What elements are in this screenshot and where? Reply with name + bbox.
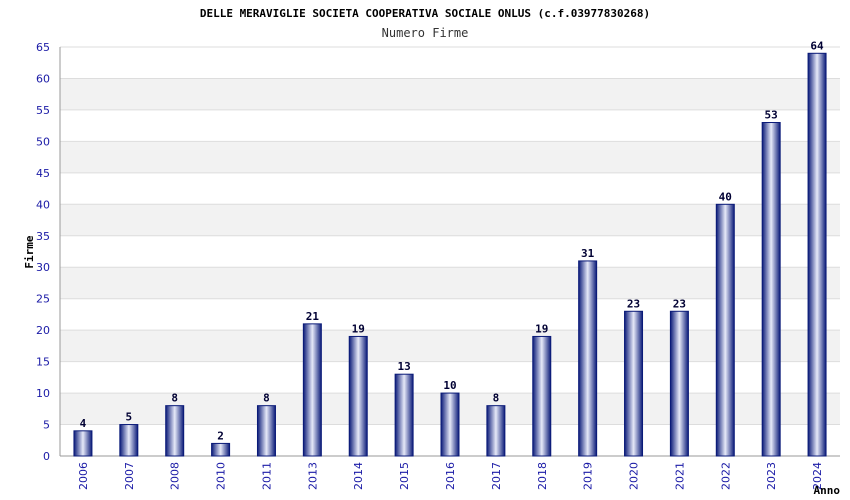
- x-tick-label-2016: 2016: [444, 462, 457, 490]
- y-tick-label: 35: [36, 230, 50, 243]
- y-tick-label: 10: [36, 387, 50, 400]
- bar-2008: [165, 405, 185, 457]
- x-tick-label-2014: 2014: [352, 462, 365, 490]
- bar-2023: [761, 122, 781, 457]
- value-label-2013: 21: [306, 310, 320, 323]
- value-label-2018: 19: [535, 322, 548, 335]
- bar-2016: [440, 392, 460, 457]
- y-tick-label: 45: [36, 167, 50, 180]
- bar-2020: [624, 310, 644, 457]
- y-tick-label: 60: [36, 72, 50, 85]
- value-label-2011: 8: [263, 392, 270, 405]
- plot-bands: [60, 78, 840, 425]
- x-tick-label-2020: 2020: [628, 462, 641, 490]
- bar-2019: [578, 260, 598, 457]
- x-tick-label-2018: 2018: [536, 462, 549, 490]
- y-tick-label: 5: [43, 419, 50, 432]
- bar-2006: [73, 430, 93, 457]
- bar-2024: [807, 52, 827, 457]
- x-tick-label-2022: 2022: [719, 462, 732, 490]
- y-tick-label: 55: [36, 104, 50, 117]
- bar-2022: [715, 203, 735, 457]
- x-tick-label-2007: 2007: [123, 462, 136, 490]
- value-label-2021: 23: [673, 297, 686, 310]
- y-axis-label: Firme: [23, 235, 36, 268]
- value-label-2008: 8: [171, 392, 178, 405]
- bars: [73, 52, 827, 457]
- bar-2013: [302, 323, 322, 457]
- bar-2007: [119, 424, 139, 457]
- value-label-2022: 40: [719, 190, 732, 203]
- value-label-2023: 53: [765, 109, 778, 122]
- chart-title: DELLE MERAVIGLIE SOCIETA COOPERATIVA SOC…: [200, 7, 650, 20]
- y-tick-labels: 0 5 10 15 20 25 30 35 40 45 50 55 60 65: [36, 41, 50, 463]
- value-label-2010: 2: [217, 429, 224, 442]
- x-tick-label-2017: 2017: [490, 462, 503, 490]
- value-label-2020: 23: [627, 297, 640, 310]
- plot-band: [60, 204, 840, 236]
- x-tick-label-2010: 2010: [215, 462, 228, 490]
- chart-subtitle: Numero Firme: [382, 26, 469, 40]
- value-label-2016: 10: [443, 379, 456, 392]
- x-tick-label-2013: 2013: [306, 462, 319, 490]
- bar-2011: [256, 405, 276, 457]
- x-axis-label: Anno: [814, 484, 841, 497]
- bar-2010: [211, 442, 231, 457]
- value-label-2014: 19: [352, 322, 365, 335]
- x-tick-labels: 2006 2007 2008 2010 2011 2013 2014 2015 2016 2017…: [77, 462, 824, 490]
- y-tick-label: 25: [36, 293, 50, 306]
- plot-band: [60, 141, 840, 173]
- x-tick-label-2024: 2024: [811, 462, 824, 490]
- x-tick-label-2019: 2019: [582, 462, 595, 490]
- value-label-2019: 31: [581, 247, 595, 260]
- y-tick-label: 0: [43, 450, 50, 463]
- x-tick-label-2015: 2015: [398, 462, 411, 490]
- y-tick-label: 20: [36, 324, 50, 337]
- value-label-2024: 64: [810, 39, 824, 52]
- plot-band: [60, 267, 840, 299]
- y-tick-label: 50: [36, 135, 50, 148]
- bar-2021: [669, 310, 689, 457]
- value-label-2015: 13: [397, 360, 410, 373]
- y-tick-label: 15: [36, 356, 50, 369]
- plot-band: [60, 330, 840, 362]
- y-tick-label: 65: [36, 41, 50, 54]
- x-tick-label-2023: 2023: [765, 462, 778, 490]
- value-label-2007: 5: [126, 411, 133, 424]
- x-tick-label-2021: 2021: [673, 462, 686, 490]
- bar-2017: [486, 405, 506, 457]
- x-tick-label-2006: 2006: [77, 462, 90, 490]
- x-tick-label-2011: 2011: [260, 462, 273, 490]
- y-tick-label: 30: [36, 261, 50, 274]
- y-tick-label: 40: [36, 198, 50, 211]
- bar-2015: [394, 373, 414, 457]
- bar-2014: [348, 335, 368, 457]
- value-label-2017: 8: [493, 392, 500, 405]
- value-labels: 4 5 8 2 8 21 19 13 10 8 19 31 23 23 40 53 64: [80, 39, 824, 442]
- bar-2018: [532, 335, 552, 457]
- x-tick-label-2008: 2008: [169, 462, 182, 490]
- plot-band: [60, 78, 840, 110]
- value-label-2006: 4: [80, 417, 87, 430]
